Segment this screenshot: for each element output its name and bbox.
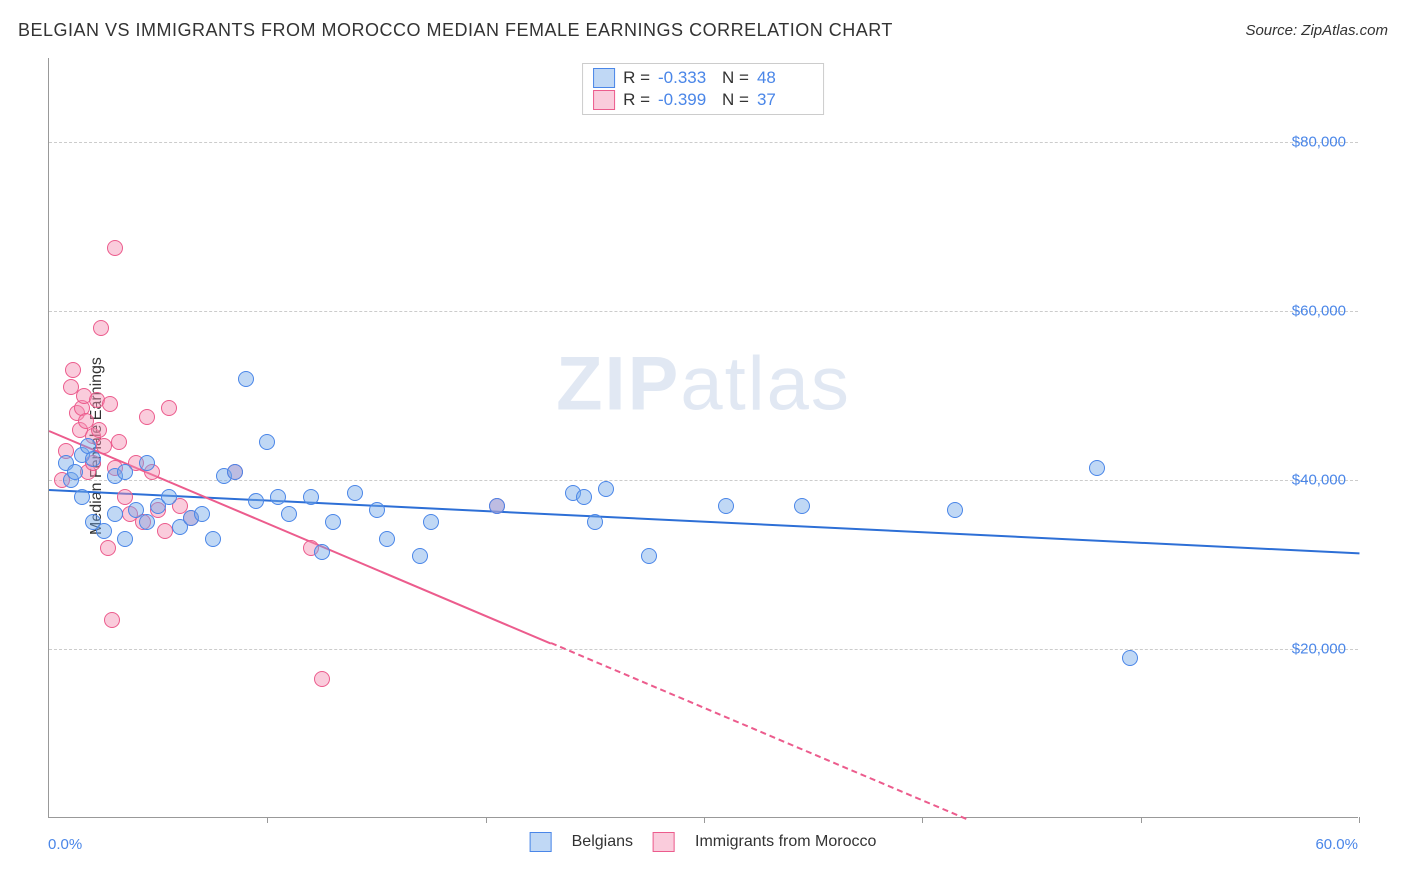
x-tick [267,817,268,823]
stat-n-val-belgians: 48 [757,68,813,88]
regression-line-belgians [49,489,1359,554]
scatter-point-morocco [107,240,123,256]
scatter-point-belgians [74,489,90,505]
scatter-point-belgians [248,493,264,509]
x-tick [1359,817,1360,823]
scatter-point-morocco [314,671,330,687]
x-tick [704,817,705,823]
scatter-point-morocco [161,400,177,416]
watermark-rest: atlas [680,342,851,427]
scatter-point-morocco [102,396,118,412]
scatter-point-belgians [314,544,330,560]
stat-n-val-morocco: 37 [757,90,813,110]
swatch-morocco [593,90,615,110]
scatter-point-belgians [325,514,341,530]
stat-r-val-morocco: -0.399 [658,90,714,110]
scatter-point-belgians [423,514,439,530]
scatter-point-morocco [139,409,155,425]
scatter-point-belgians [718,498,734,514]
x-axis-max-label: 60.0% [1315,836,1358,853]
scatter-point-belgians [587,514,603,530]
scatter-point-belgians [96,523,112,539]
stat-n-label-2: N = [722,90,749,110]
legend-swatch-morocco [653,832,675,852]
scatter-point-belgians [161,489,177,505]
scatter-point-belgians [412,548,428,564]
scatter-point-morocco [100,540,116,556]
scatter-point-morocco [96,438,112,454]
scatter-point-belgians [117,531,133,547]
watermark-bold: ZIP [556,342,680,427]
x-tick [1141,817,1142,823]
legend-swatch-belgians [530,832,552,852]
gridline-h [49,142,1358,143]
y-tick-label: $20,000 [1292,641,1346,658]
x-tick [922,817,923,823]
scatter-point-belgians [205,531,221,547]
gridline-h [49,649,1358,650]
scatter-point-morocco [93,320,109,336]
scatter-point-belgians [259,434,275,450]
scatter-point-belgians [347,485,363,501]
stat-r-label-2: R = [623,90,650,110]
scatter-point-belgians [794,498,810,514]
scatter-point-belgians [489,498,505,514]
scatter-point-belgians [227,464,243,480]
chart-title: BELGIAN VS IMMIGRANTS FROM MOROCCO MEDIA… [18,20,893,41]
scatter-point-belgians [281,506,297,522]
scatter-point-belgians [1089,460,1105,476]
chart-header: BELGIAN VS IMMIGRANTS FROM MOROCCO MEDIA… [18,20,1388,41]
stat-n-label: N = [722,68,749,88]
scatter-point-belgians [107,506,123,522]
scatter-point-morocco [111,434,127,450]
scatter-point-belgians [576,489,592,505]
stat-r-val-belgians: -0.333 [658,68,714,88]
scatter-point-belgians [1122,650,1138,666]
scatter-point-belgians [117,464,133,480]
scatter-point-morocco [65,362,81,378]
scatter-point-belgians [270,489,286,505]
watermark: ZIPatlas [556,341,851,428]
x-tick [486,817,487,823]
scatter-point-belgians [598,481,614,497]
stats-row-morocco: R = -0.399 N = 37 [593,90,813,110]
scatter-point-belgians [85,451,101,467]
stat-r-label: R = [623,68,650,88]
chart-source: Source: ZipAtlas.com [1245,22,1388,39]
stats-legend: R = -0.333 N = 48 R = -0.399 N = 37 [582,63,824,115]
stats-row-belgians: R = -0.333 N = 48 [593,68,813,88]
bottom-legend: Belgians Immigrants from Morocco [530,832,877,852]
x-axis-min-label: 0.0% [48,836,82,853]
scatter-point-belgians [303,489,319,505]
scatter-point-belgians [641,548,657,564]
swatch-belgians [593,68,615,88]
gridline-h [49,311,1358,312]
legend-label-morocco: Immigrants from Morocco [695,833,876,851]
y-tick-label: $40,000 [1292,472,1346,489]
scatter-point-belgians [139,514,155,530]
scatter-point-belgians [947,502,963,518]
scatter-point-belgians [194,506,210,522]
y-tick-label: $80,000 [1292,134,1346,151]
regression-line-morocco-dash [551,642,967,820]
y-tick-label: $60,000 [1292,303,1346,320]
scatter-point-belgians [369,502,385,518]
gridline-h [49,480,1358,481]
scatter-point-morocco [157,523,173,539]
scatter-point-belgians [238,371,254,387]
scatter-point-belgians [67,464,83,480]
scatter-plot-area: ZIPatlas $20,000 $40,000 $60,000 $80,000 [48,58,1358,818]
scatter-point-belgians [379,531,395,547]
scatter-point-morocco [104,612,120,628]
scatter-point-morocco [91,422,107,438]
legend-label-belgians: Belgians [572,833,633,851]
scatter-point-belgians [139,455,155,471]
